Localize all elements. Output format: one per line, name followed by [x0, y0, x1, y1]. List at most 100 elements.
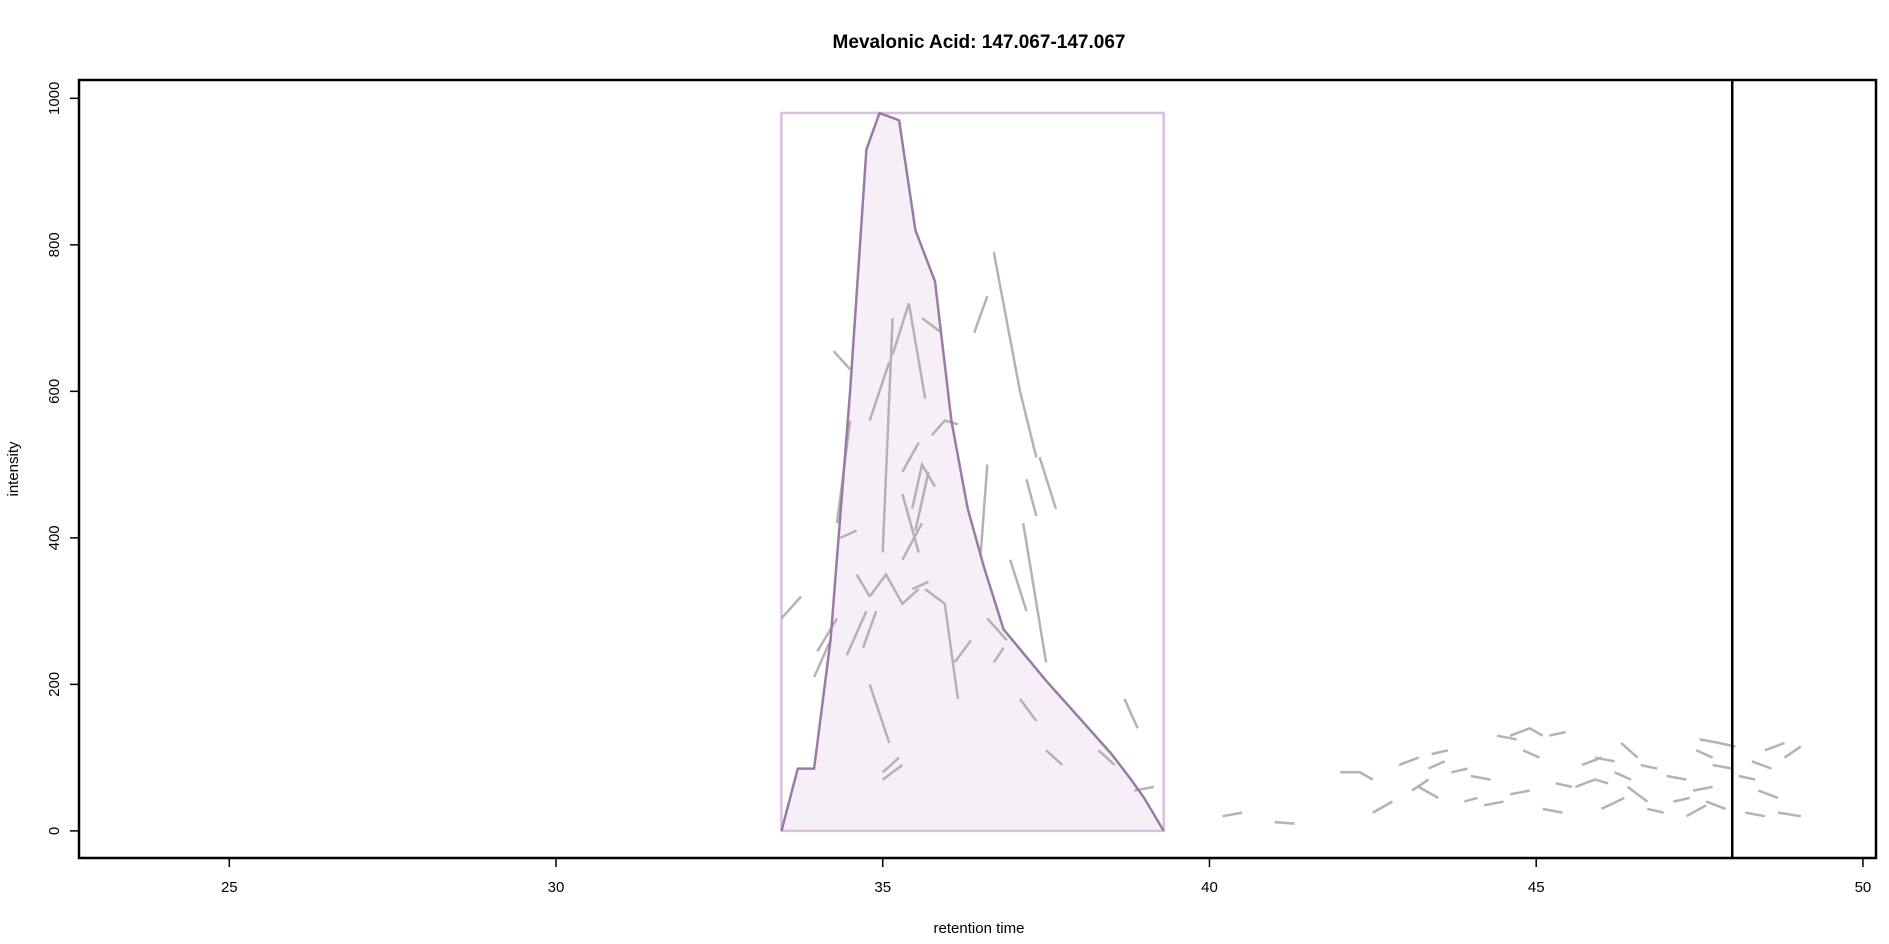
series-line — [1712, 763, 1733, 770]
series-line — [1764, 741, 1785, 752]
series-line — [1673, 796, 1691, 803]
plot-frame — [77, 78, 1878, 860]
series-line — [1751, 760, 1772, 770]
series-line — [868, 684, 891, 744]
series-line — [979, 464, 989, 553]
x-tick-label: 35 — [874, 879, 891, 896]
series-line — [1097, 749, 1116, 766]
x-tick-label: 25 — [221, 879, 238, 896]
series-line — [901, 493, 920, 553]
series-line — [1549, 730, 1566, 737]
series-line — [914, 471, 930, 531]
x-tick-label: 40 — [1201, 879, 1218, 896]
series-line — [1542, 807, 1563, 814]
peak-area-fill — [781, 113, 1164, 831]
series-line — [1496, 734, 1517, 741]
series-line — [1594, 756, 1615, 763]
series-line — [839, 529, 858, 540]
series-line — [1745, 811, 1766, 818]
x-tick-label: 30 — [548, 879, 565, 896]
series-line — [953, 639, 973, 664]
series-line — [924, 588, 960, 700]
x-tick-label: 50 — [1855, 879, 1872, 896]
y-axis: 0 200 400 600 800 1000 — [46, 82, 79, 835]
series-line — [986, 617, 1008, 642]
series-line — [868, 361, 891, 421]
series-line — [1692, 785, 1713, 792]
series-line — [1614, 771, 1632, 781]
series-line — [901, 441, 920, 473]
peak-outline — [780, 111, 1165, 832]
series-line — [1509, 726, 1544, 737]
series-line — [780, 595, 803, 620]
series-line — [816, 617, 839, 653]
series-line — [1018, 698, 1038, 722]
series-line — [1600, 796, 1625, 811]
series-line — [1626, 785, 1649, 803]
series-line — [992, 647, 1005, 664]
series-line — [1009, 559, 1028, 612]
series-line — [1431, 749, 1449, 756]
series-line — [1340, 771, 1374, 781]
x-axis: 25 30 35 40 45 50 — [221, 858, 1871, 896]
series-line — [1372, 800, 1394, 814]
series-line — [930, 419, 959, 437]
series-line — [855, 573, 871, 598]
series-line — [1640, 763, 1658, 770]
y-tick-label: 600 — [46, 379, 63, 404]
series-line — [1705, 800, 1727, 811]
series-line — [1411, 778, 1430, 792]
series-line — [881, 763, 904, 781]
series-line — [911, 580, 930, 591]
series-line — [881, 756, 900, 774]
series-line — [1038, 456, 1058, 509]
series-line — [881, 318, 894, 553]
plot-area — [780, 80, 1802, 858]
series-line — [1574, 778, 1609, 789]
series-line — [1783, 745, 1802, 759]
series-line — [1417, 785, 1439, 799]
series-line — [1398, 756, 1420, 767]
series-line — [1555, 782, 1573, 789]
y-tick-label: 200 — [46, 672, 63, 697]
y-tick-label: 400 — [46, 525, 63, 550]
series-line — [992, 251, 1038, 458]
series-line — [1777, 811, 1802, 818]
series-line — [1045, 749, 1064, 766]
series-line — [1522, 749, 1541, 759]
x-axis-label: retention time — [934, 920, 1025, 937]
series-line — [1451, 767, 1468, 774]
series-line — [861, 610, 878, 649]
series-line — [1470, 774, 1491, 781]
series-line — [921, 317, 943, 334]
series-line — [1620, 742, 1639, 759]
series-line — [1695, 749, 1714, 759]
series-line — [1509, 789, 1530, 796]
series-line — [1647, 807, 1664, 814]
series-line — [1483, 800, 1504, 807]
series-line — [1021, 522, 1048, 663]
series-line — [1025, 478, 1038, 517]
series-line — [868, 572, 920, 606]
series-line — [845, 610, 868, 656]
series-line — [1463, 796, 1478, 803]
series-line — [1274, 820, 1295, 825]
x-tick-label: 45 — [1528, 879, 1545, 896]
series-line — [1685, 804, 1707, 818]
y-axis-label: intensity — [5, 441, 22, 497]
series-line — [812, 639, 832, 678]
series-line — [1123, 698, 1139, 729]
series-line — [1757, 789, 1779, 800]
y-tick-label: 0 — [46, 827, 63, 835]
y-tick-label: 800 — [46, 232, 63, 257]
series-line — [1738, 774, 1756, 781]
chart-title: Mevalonic Acid: 147.067-147.067 — [833, 32, 1126, 53]
series-line — [832, 350, 852, 371]
series-line — [1666, 774, 1687, 781]
series-line — [1222, 811, 1243, 818]
y-tick-label: 1000 — [46, 82, 63, 115]
series-line — [891, 303, 927, 399]
series-line — [910, 461, 937, 509]
series-line — [1699, 738, 1736, 748]
